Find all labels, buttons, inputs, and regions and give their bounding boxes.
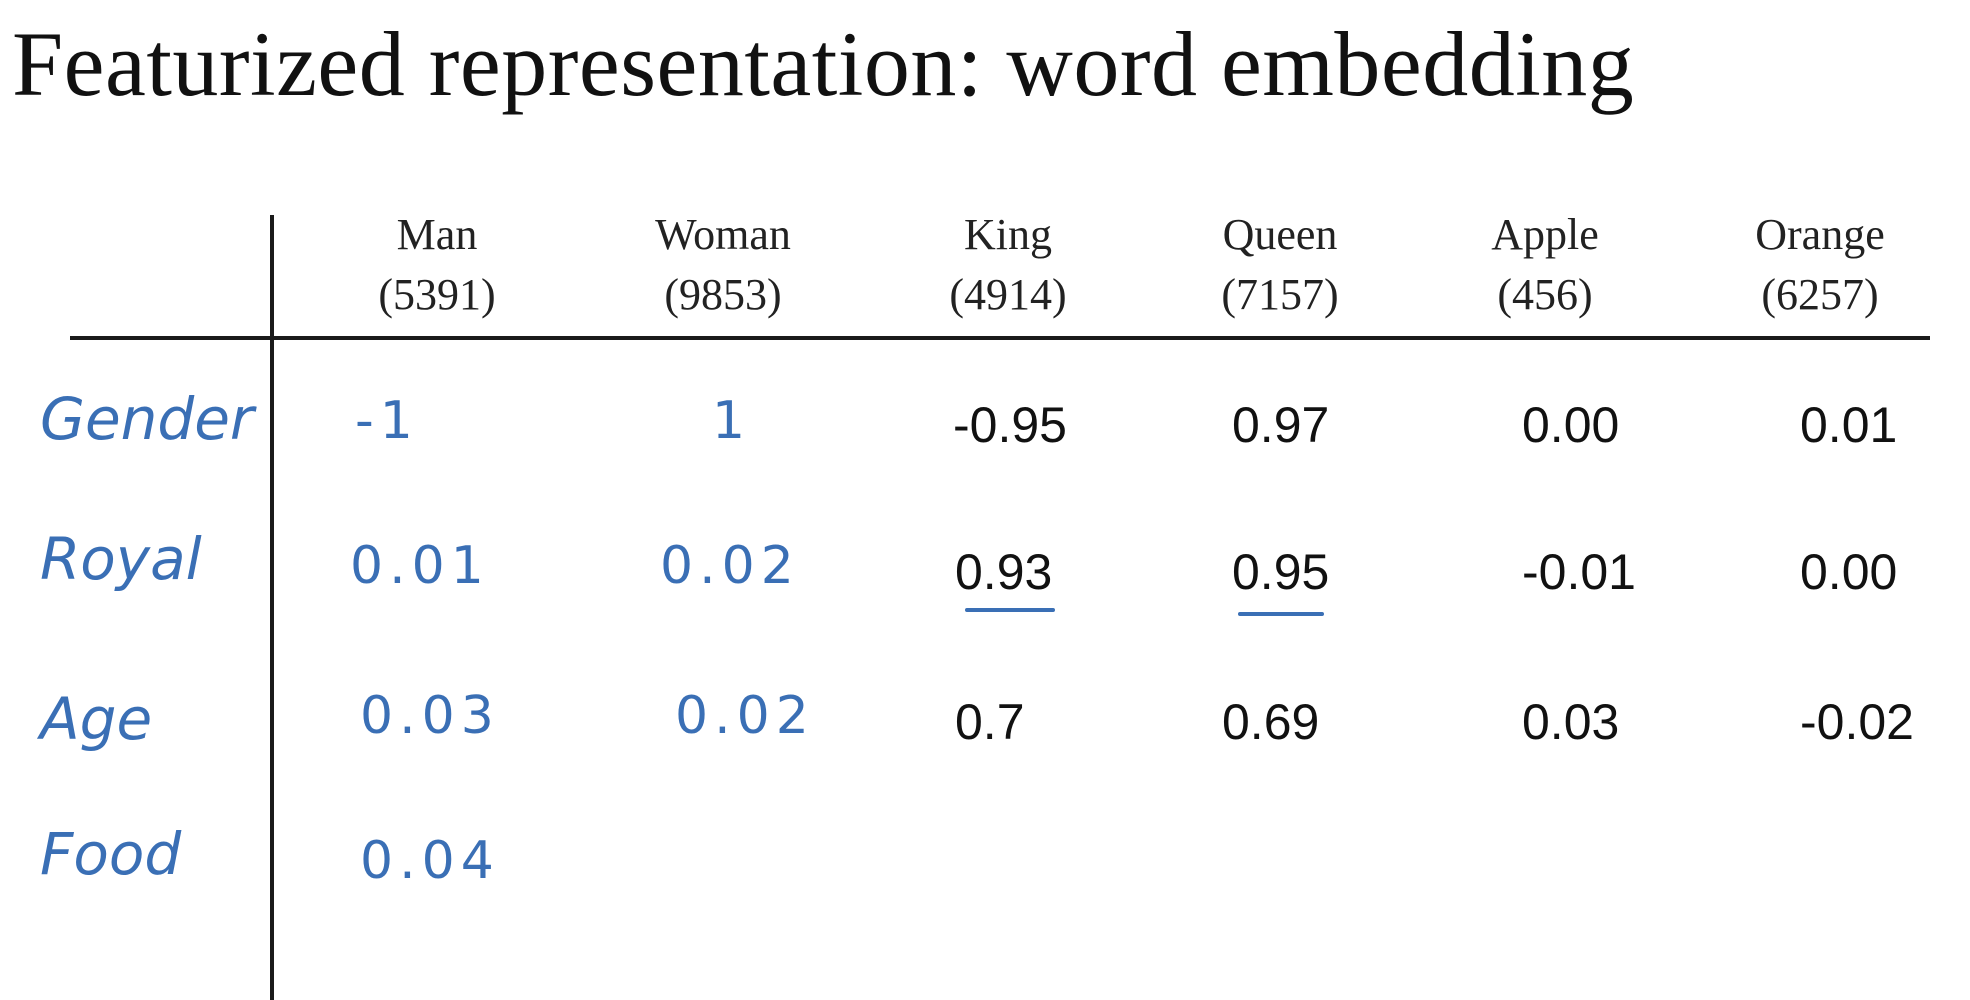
cell-gender-man: -1 [355, 391, 419, 451]
row-label-age: Age [40, 685, 153, 753]
column-header-queen: Queen (7157) [1170, 205, 1390, 325]
table-header-divider [70, 336, 1930, 340]
cell-royal-queen: 0.95 [1232, 544, 1330, 600]
column-word: Woman [655, 210, 791, 259]
cell-food-man: 0.04 [360, 831, 500, 891]
cell-gender-queen: 0.97 [1232, 397, 1330, 453]
table-vertical-divider [270, 215, 274, 1000]
underline-royal-queen [1238, 612, 1324, 616]
cell-age-king: 0.7 [955, 694, 1025, 750]
cell-gender-king: -0.95 [953, 397, 1067, 453]
column-header-orange: Orange (6257) [1710, 205, 1930, 325]
row-label-food: Food [40, 820, 182, 888]
cell-age-orange: -0.02 [1800, 694, 1914, 750]
cell-gender-apple: 0.00 [1522, 397, 1620, 453]
cell-gender-woman: 1 [712, 391, 752, 451]
column-header-king: King (4914) [898, 205, 1118, 325]
column-header-apple: Apple (456) [1435, 205, 1655, 325]
cell-royal-king: 0.93 [955, 544, 1053, 600]
cell-age-apple: 0.03 [1522, 694, 1620, 750]
column-header-woman: Woman (9853) [613, 205, 833, 325]
column-word: Orange [1755, 210, 1885, 259]
underline-royal-king [965, 608, 1055, 612]
cell-age-queen: 0.69 [1222, 694, 1320, 750]
slide-title: Featurized representation: word embeddin… [12, 13, 1635, 115]
column-header-man: Man (5391) [327, 205, 547, 325]
cell-age-man: 0.03 [360, 686, 500, 746]
column-index: (6257) [1761, 270, 1879, 319]
column-index: (456) [1497, 270, 1593, 319]
column-index: (4914) [949, 270, 1067, 319]
cell-gender-orange: 0.01 [1800, 397, 1898, 453]
column-word: King [964, 210, 1052, 259]
cell-age-woman: 0.02 [675, 686, 815, 746]
row-label-gender: Gender [40, 385, 254, 453]
cell-royal-apple: -0.01 [1522, 544, 1636, 600]
column-index: (9853) [664, 270, 782, 319]
cell-royal-man: 0.01 [350, 536, 490, 596]
cell-royal-orange: 0.00 [1800, 544, 1898, 600]
column-word: Queen [1222, 210, 1338, 259]
row-label-royal: Royal [40, 525, 202, 593]
column-index: (7157) [1221, 270, 1339, 319]
column-index: (5391) [378, 270, 496, 319]
cell-royal-woman: 0.02 [660, 536, 800, 596]
column-word: Apple [1491, 210, 1599, 259]
column-word: Man [396, 210, 478, 259]
